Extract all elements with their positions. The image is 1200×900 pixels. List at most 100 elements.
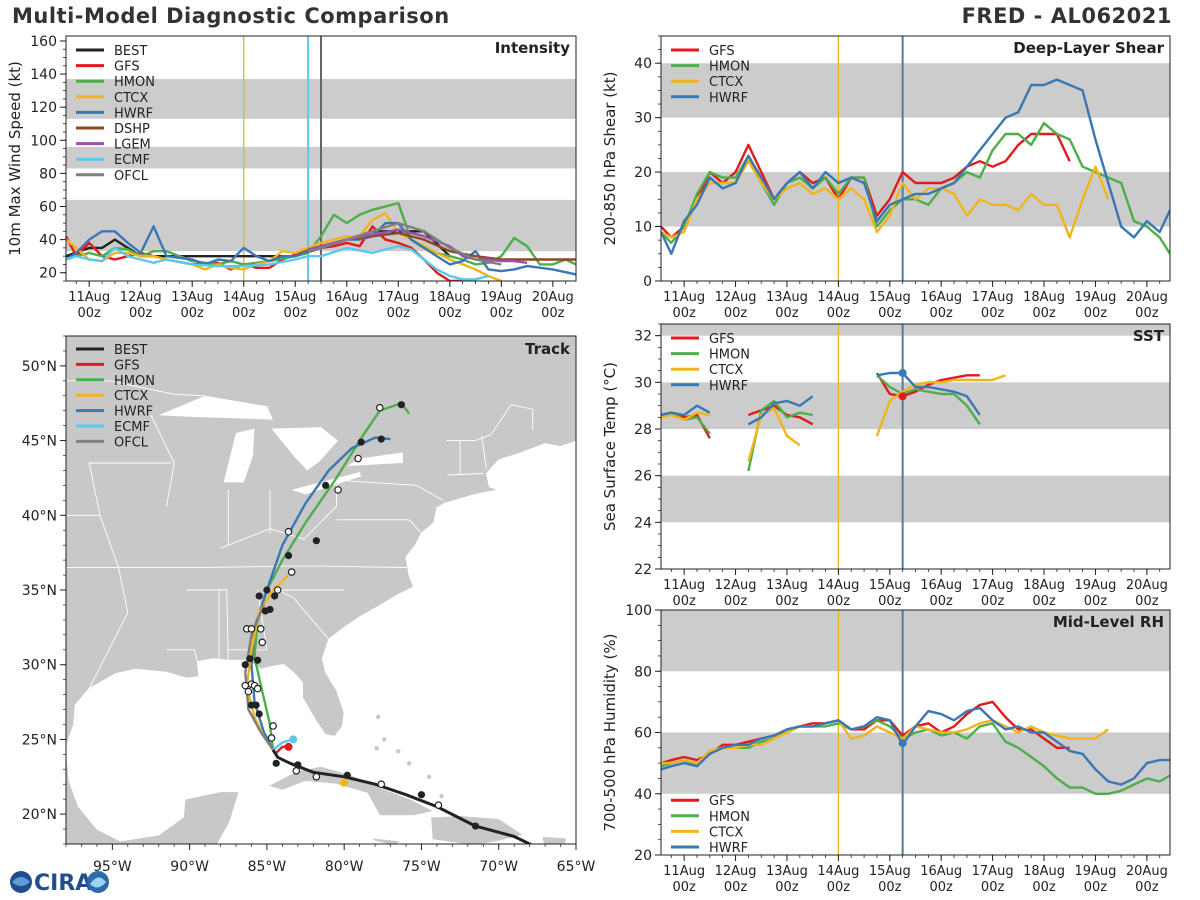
- x-tick-label: 13Aug: [766, 578, 808, 593]
- state-border: [88, 567, 198, 689]
- state-border: [277, 589, 330, 640]
- y-tick-label: 20: [634, 165, 652, 181]
- track-point-open: [273, 586, 282, 594]
- series-line-ctcx: [661, 411, 711, 421]
- legend-label-gfs: GFS: [114, 60, 140, 75]
- x-tick-label: 00z: [232, 306, 256, 321]
- lat-tick-label: 25°N: [22, 732, 57, 748]
- track-point-end: [289, 735, 298, 744]
- y-tick-label: 120: [30, 100, 57, 116]
- x-tick-label: 00z: [1084, 306, 1108, 321]
- legend-label-ofcl: OFCL: [114, 169, 149, 184]
- shaded-band: [661, 732, 1170, 794]
- panel-title: Track: [525, 340, 571, 358]
- x-tick-label: 15Aug: [869, 864, 911, 879]
- series-group: [661, 371, 1006, 472]
- track-lines: [241, 401, 534, 844]
- x-tick-label: 16Aug: [920, 864, 962, 879]
- y-tick-label: 28: [634, 422, 652, 438]
- y-axis-label: 10m Max Wind Speed (kt): [6, 61, 24, 256]
- x-tick-label: 20Aug: [532, 290, 574, 305]
- lon-tick-label: 70°W: [479, 859, 518, 875]
- x-tick-label: 19Aug: [1074, 290, 1116, 305]
- legend-label-hmon: HMON: [709, 810, 750, 825]
- x-tick-label: 00z: [724, 880, 748, 895]
- track-line-best: [271, 749, 534, 844]
- land-north-america: [66, 336, 576, 748]
- x-tick-label: 00z: [1084, 880, 1108, 895]
- series-line-hwrf: [876, 371, 981, 416]
- legend-label-best: BEST: [114, 44, 147, 59]
- state-border: [347, 480, 444, 501]
- x-tick-label: 00z: [775, 880, 799, 895]
- y-tick-label: 30: [634, 375, 652, 391]
- state-border: [481, 436, 487, 470]
- cira-logo: CIRA: [10, 871, 109, 896]
- track-point-filled: [246, 655, 254, 663]
- legend-label-hmon: HMON: [114, 75, 155, 90]
- y-tick-label: 0: [643, 274, 652, 290]
- x-tick-label: 20Aug: [1126, 290, 1168, 305]
- y-tick-label: 40: [634, 56, 652, 72]
- x-tick-label: 15Aug: [869, 290, 911, 305]
- track-point-filled: [357, 438, 365, 446]
- series-line-gfs: [875, 372, 980, 398]
- lat-tick-label: 35°N: [22, 583, 57, 599]
- x-tick-label: 11Aug: [663, 290, 705, 305]
- series-line-ofcl: [307, 221, 502, 266]
- x-tick-label: 14Aug: [817, 290, 859, 305]
- track-point-filled: [241, 661, 249, 669]
- x-tick-label: 00z: [1032, 880, 1056, 895]
- legend-label-hwrf: HWRF: [114, 106, 153, 121]
- lon-tick-label: 95°W: [93, 859, 132, 875]
- track-point-open: [267, 734, 276, 742]
- track-point-filled: [397, 401, 405, 409]
- x-tick-label: 00z: [541, 306, 565, 321]
- x-tick-label: 00z: [981, 306, 1005, 321]
- forecast-marker: [898, 369, 907, 377]
- legend-label-hwrf: HWRF: [114, 405, 153, 420]
- series-line-hmon: [876, 374, 981, 425]
- x-tick-label: 00z: [1032, 306, 1056, 321]
- shaded-band: [661, 63, 1170, 118]
- x-tick-label: 00z: [724, 594, 748, 609]
- x-tick-label: 00z: [1135, 306, 1159, 321]
- x-tick-label: 19Aug: [1074, 578, 1116, 593]
- x-tick-label: 14Aug: [817, 864, 859, 879]
- bahamas-island: [426, 774, 432, 779]
- x-tick-label: 17Aug: [972, 578, 1014, 593]
- great-lake: [158, 395, 274, 420]
- y-tick-label: 30: [634, 111, 652, 127]
- x-tick-label: 00z: [1084, 594, 1108, 609]
- bahamas-island: [375, 714, 381, 720]
- legend-label-gfs: GFS: [709, 794, 735, 809]
- x-tick-label: 00z: [672, 306, 696, 321]
- y-tick-label: 20: [39, 266, 57, 282]
- x-tick-label: 12Aug: [715, 290, 757, 305]
- track-point-open: [253, 684, 262, 693]
- legend-label-hwrf: HWRF: [709, 379, 748, 394]
- y-axis-label: Sea Surface Temp (°C): [601, 362, 619, 531]
- x-tick-label: 00z: [387, 306, 411, 321]
- state-border: [166, 649, 198, 662]
- legend-label-hmon: HMON: [114, 374, 155, 389]
- x-tick-label: 00z: [981, 594, 1005, 609]
- x-tick-label: 00z: [672, 594, 696, 609]
- series-line-ctcx: [747, 406, 801, 463]
- x-tick-label: 19Aug: [480, 290, 522, 305]
- state-border: [408, 519, 422, 534]
- lat-tick-label: 45°N: [22, 434, 57, 450]
- y-tick-label: 140: [30, 67, 57, 83]
- track-point-end: [340, 778, 349, 787]
- legend-label-hmon: HMON: [709, 60, 750, 75]
- series-group: [661, 700, 1170, 795]
- y-tick-label: 32: [634, 329, 652, 345]
- state-border: [447, 473, 484, 476]
- legend-label-gfs: GFS: [709, 332, 735, 347]
- panel-title: SST: [1133, 327, 1165, 345]
- legend-label-ctcx: CTCX: [114, 389, 148, 404]
- track-point-filled: [471, 822, 480, 830]
- storm-title: FRED - AL062021: [961, 4, 1172, 28]
- y-tick-label: 24: [634, 515, 652, 531]
- y-tick-label: 100: [30, 133, 57, 149]
